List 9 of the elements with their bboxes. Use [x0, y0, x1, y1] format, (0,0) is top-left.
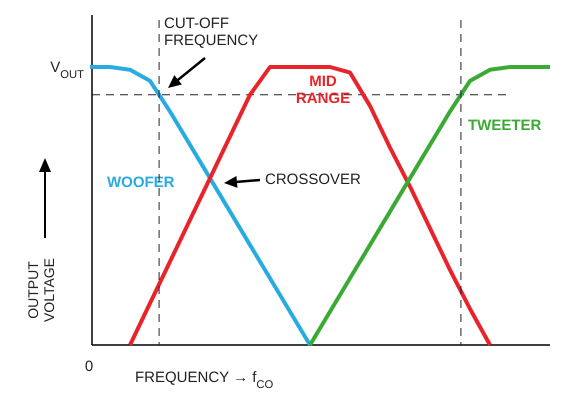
annotation: CROSSOVER: [265, 171, 362, 188]
text: 0: [84, 358, 94, 375]
text: CUT-OFF FREQUENCY: [164, 15, 258, 49]
series-label: WOOFER: [107, 174, 175, 191]
y-axis-title: OUTPUT VOLTAGE: [25, 258, 57, 322]
series-label: TWEETER: [468, 117, 542, 134]
x-axis-title: FREQUENCY → f$_{CO}$: [135, 369, 274, 391]
text: V$_{OUT}$: [50, 59, 84, 81]
series-label: MID RANGE: [296, 73, 350, 107]
